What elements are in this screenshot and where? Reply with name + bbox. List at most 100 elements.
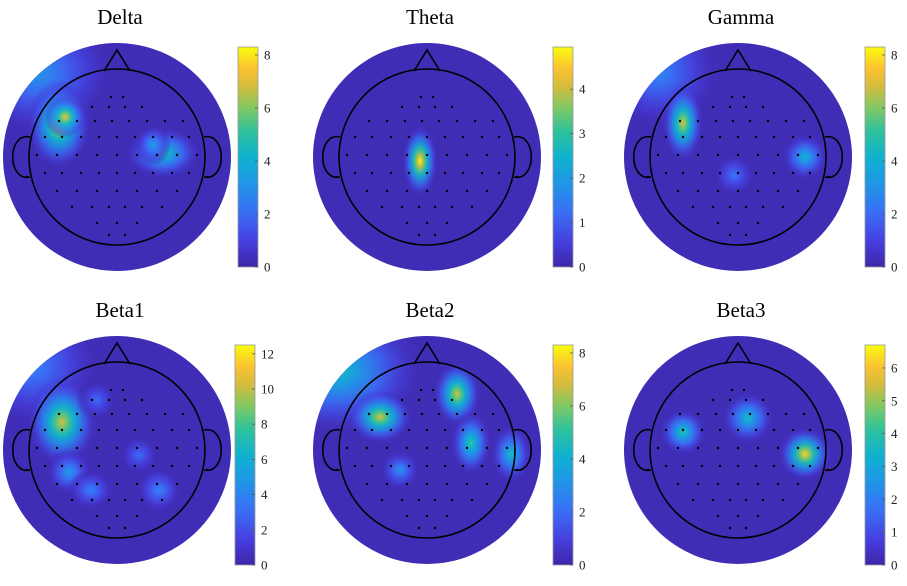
electrode-dot — [405, 514, 409, 518]
electrode-dot — [407, 135, 411, 139]
electrode-dot — [79, 464, 83, 468]
electrode-dot — [425, 221, 429, 225]
colorbar-tick-label: 4 — [261, 487, 268, 502]
electrode-dot — [419, 95, 423, 99]
electrode-dot — [772, 464, 776, 468]
electrode-dot — [497, 135, 501, 139]
electrode-dot — [115, 514, 119, 518]
activation-hotspot — [659, 408, 707, 456]
electrode-dot — [443, 171, 447, 175]
electrode-dot — [140, 205, 144, 209]
electrode-dot — [181, 119, 185, 123]
activation-hotspot — [44, 96, 86, 138]
electrode-dot — [385, 153, 389, 157]
electrode-dot — [433, 498, 437, 502]
electrode-dot — [425, 482, 429, 486]
electrode-dot — [776, 446, 780, 450]
colorbar-tick-label: 6 — [264, 100, 271, 115]
electrode-dot — [425, 153, 429, 157]
electrode-dot — [115, 171, 119, 175]
electrode-dot — [761, 498, 765, 502]
electrode-dot — [681, 428, 685, 432]
electrode-dot — [497, 171, 501, 175]
electrode-dot — [766, 119, 770, 123]
electrode-dot — [761, 105, 765, 109]
electrode-dot — [405, 153, 409, 157]
electrode-dot — [736, 514, 740, 518]
electrode-dot — [754, 135, 758, 139]
electrode-dot — [55, 153, 59, 157]
electrode-dot — [145, 119, 149, 123]
electrode-dot — [75, 446, 79, 450]
electrode-dot — [115, 153, 119, 157]
electrode-dot — [97, 171, 101, 175]
electrode-dot — [756, 153, 760, 157]
electrode-dot — [646, 468, 650, 472]
electrode-dot — [781, 498, 785, 502]
electrode-dot — [678, 119, 682, 123]
electrode-dot — [485, 189, 489, 193]
electrode-dot — [718, 135, 722, 139]
panel-title: Delta — [97, 5, 143, 29]
electrode-dot — [736, 153, 740, 157]
electrode-dot — [335, 175, 339, 179]
electrode-dot — [407, 171, 411, 175]
electrode-dot — [736, 482, 740, 486]
electrode-dot — [756, 189, 760, 193]
colorbar-tick-label: 4 — [579, 82, 586, 97]
electrode-dot — [480, 171, 484, 175]
colorbar-tick-label: 2 — [264, 206, 271, 221]
electrode-dot — [455, 412, 459, 416]
electrode-dot — [170, 135, 174, 139]
activation-hotspot — [624, 43, 726, 132]
electrode-dot — [353, 428, 357, 432]
electrode-dot — [425, 464, 429, 468]
colorbar-tick-label: 0 — [891, 558, 898, 573]
colorbar-tick-label: 12 — [261, 346, 274, 361]
electrode-dot — [480, 464, 484, 468]
electrode-dot — [450, 205, 454, 209]
electrode-dot — [345, 446, 349, 450]
electrode-dot — [389, 464, 393, 468]
electrode-dot — [79, 171, 83, 175]
electrode-dot — [151, 135, 155, 139]
electrode-dot — [700, 464, 704, 468]
electrode-dot — [515, 175, 519, 179]
activation-hotspot — [450, 410, 492, 476]
electrode-dot — [802, 412, 806, 416]
electrode-dot — [367, 412, 371, 416]
colorbar-tick-label: 4 — [264, 153, 271, 168]
electrode-dot — [656, 446, 660, 450]
colorbar-tick-label: 0 — [261, 558, 268, 573]
electrode-dot — [95, 153, 99, 157]
electrode-dot — [718, 464, 722, 468]
electrode-dot — [115, 135, 119, 139]
electrode-dot — [43, 428, 47, 432]
electrode-dot — [370, 171, 374, 175]
electrode-dot — [696, 446, 700, 450]
electrode-dot — [450, 398, 454, 402]
electrode-dot — [445, 514, 449, 518]
electrode-dot — [437, 412, 441, 416]
electrode-dot — [123, 526, 127, 530]
electrode-dot — [60, 428, 64, 432]
electrode-dot — [135, 221, 139, 225]
electrode-dot — [205, 468, 209, 472]
colorbar-tick-label: 4 — [579, 451, 586, 466]
electrode-dot — [90, 105, 94, 109]
electrode-dot — [772, 428, 776, 432]
electrode-dot — [25, 175, 29, 179]
electrode-dot — [676, 446, 680, 450]
electrode-dot — [465, 189, 469, 193]
colorbar-tick-label: 10 — [261, 382, 274, 397]
electrode-dot — [403, 412, 407, 416]
electrode-dot — [445, 446, 449, 450]
colorbar — [237, 46, 259, 268]
electrode-dot — [90, 205, 94, 209]
electrode-dot — [433, 105, 437, 109]
electrode-dot — [55, 446, 59, 450]
electrode-dot — [155, 446, 159, 450]
electrode-dot — [461, 428, 465, 432]
nose-outline — [724, 48, 752, 72]
right-ear-outline — [203, 429, 223, 471]
